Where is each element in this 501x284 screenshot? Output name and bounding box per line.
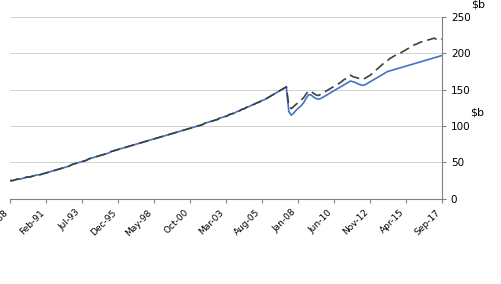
Text: $b: $b <box>470 0 484 10</box>
Y-axis label: $b: $b <box>469 108 483 118</box>
